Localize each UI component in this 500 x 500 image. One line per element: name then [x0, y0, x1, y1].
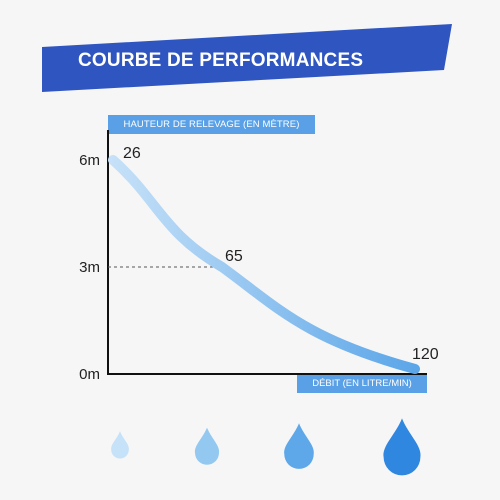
- water-drop-icon: [383, 418, 421, 476]
- data-label: 26: [123, 145, 141, 162]
- y-axis-label: HAUTEUR DE RELEVAGE (EN MÈTRE): [108, 115, 315, 134]
- water-drop-icon: [284, 423, 314, 469]
- y-tick-label: 3m: [79, 259, 100, 276]
- data-label: 120: [412, 346, 439, 363]
- x-axis-label: DÉBIT (EN LITRE/MIN): [297, 374, 427, 393]
- performance-curve: [108, 155, 420, 374]
- y-tick-label: 0m: [79, 366, 100, 383]
- y-tick-label: 6m: [79, 152, 100, 169]
- banner-shape: [42, 24, 452, 92]
- water-drop-icon: [111, 431, 129, 459]
- water-drop-icon: [194, 427, 220, 465]
- data-label: 65: [225, 248, 243, 265]
- chart-title: COURBE DE PERFORMANCES: [78, 50, 364, 71]
